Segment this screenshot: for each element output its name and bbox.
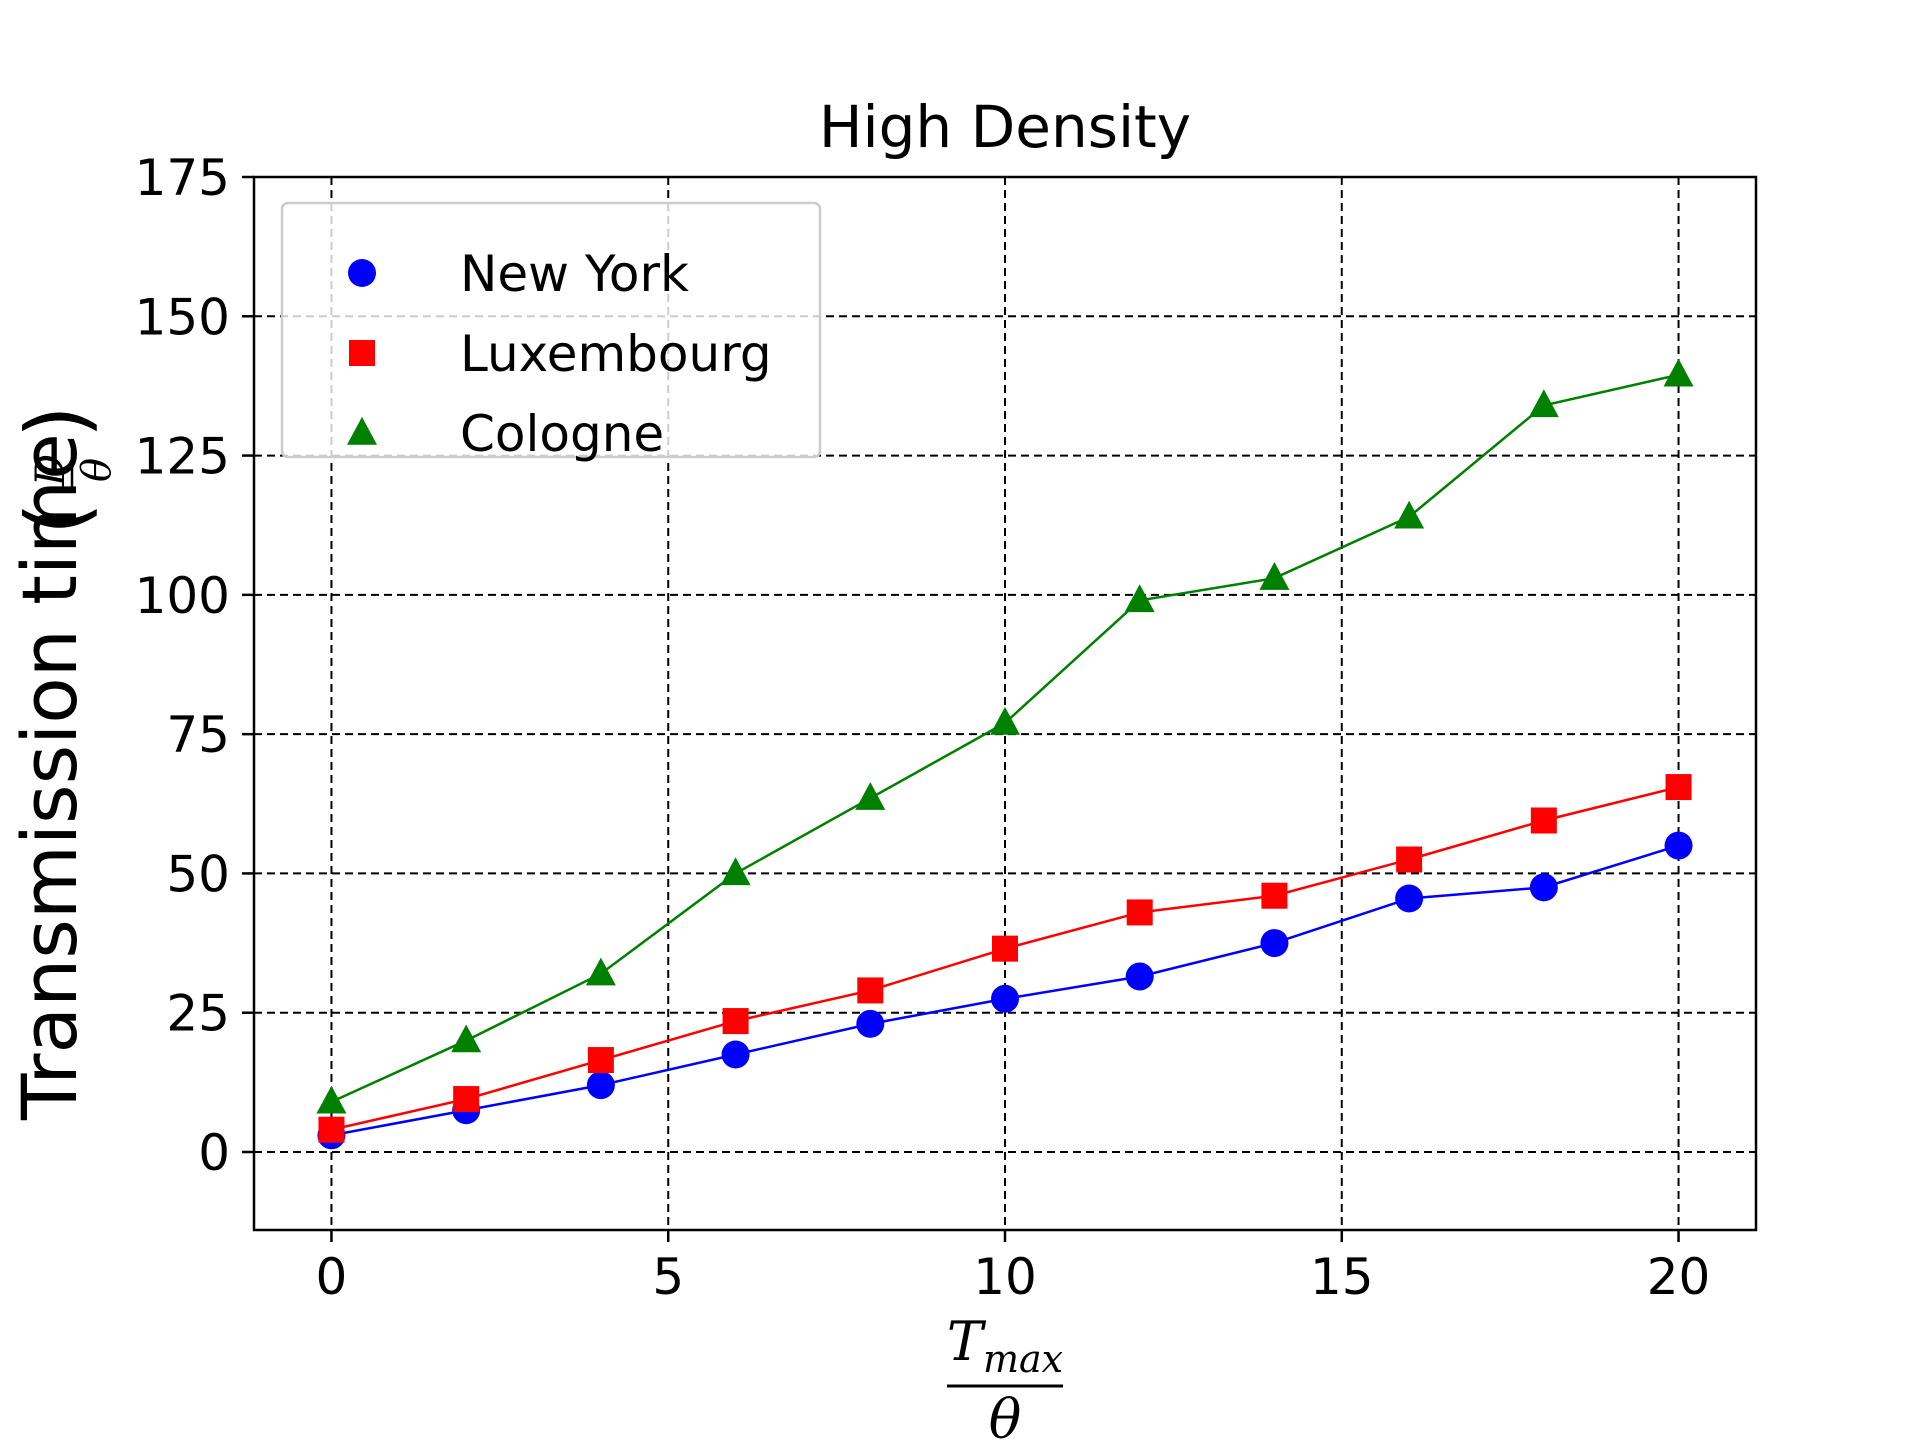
y-tick-label: 75 <box>166 706 230 764</box>
data-point-new-york <box>721 1040 750 1069</box>
x-axis-label: Tmax θ <box>947 1310 1063 1440</box>
y-axis-label-text: Transmission time <box>5 433 94 1121</box>
x-axis-label-numerator: Tmax <box>947 1310 1063 1381</box>
data-point-luxembourg <box>1665 774 1692 801</box>
legend-label-luxembourg: Luxembourg <box>460 325 772 383</box>
data-point-luxembourg <box>1261 882 1288 909</box>
data-point-luxembourg <box>857 977 884 1004</box>
y-tick-label: 0 <box>198 1124 230 1182</box>
y-axis-label: Transmission time ( D θ ) <box>5 405 120 1121</box>
axis-ticks: 0 5 10 15 20 0 25 50 75 100 125 150 175 <box>135 149 1711 1306</box>
y-axis-label-open-paren: ( <box>8 502 106 535</box>
data-point-luxembourg <box>453 1086 480 1113</box>
y-axis-label-close-paren: ) <box>8 405 106 438</box>
data-point-new-york <box>1395 884 1424 913</box>
data-point-new-york <box>1664 831 1693 860</box>
data-point-cologne <box>1663 358 1694 387</box>
chart-title: High Density <box>819 93 1191 161</box>
data-point-cologne <box>1259 562 1290 590</box>
data-point-luxembourg <box>318 1116 345 1143</box>
data-point-luxembourg <box>1530 807 1557 834</box>
data-point-luxembourg <box>722 1008 749 1035</box>
y-tick-label: 125 <box>135 428 230 486</box>
data-point-new-york <box>1260 929 1289 958</box>
series-cologne <box>316 358 1694 1114</box>
x-axis-label-subscript: max <box>983 1337 1063 1381</box>
x-tick-label: 0 <box>316 1248 348 1306</box>
data-point-luxembourg <box>1396 846 1423 873</box>
data-point-luxembourg <box>992 935 1018 962</box>
data-point-new-york <box>991 984 1019 1013</box>
series-layer <box>316 358 1694 1150</box>
x-axis-label-symbol: T <box>947 1310 987 1373</box>
legend: New York Luxembourg Cologne <box>280 201 822 463</box>
x-tick-label: 15 <box>1310 1248 1374 1306</box>
data-point-cologne <box>316 1085 347 1114</box>
series-luxembourg <box>318 774 1692 1143</box>
data-point-luxembourg <box>587 1047 614 1074</box>
x-tick-label: 20 <box>1647 1248 1711 1306</box>
data-point-cologne <box>451 1024 482 1053</box>
legend-box <box>280 201 822 459</box>
y-tick-label: 150 <box>135 288 230 346</box>
y-tick-label: 25 <box>166 985 230 1043</box>
y-tick-label: 50 <box>166 845 230 903</box>
x-axis-label-denominator: θ <box>989 1388 1022 1440</box>
data-point-cologne <box>1124 584 1155 613</box>
y-tick-label: 175 <box>135 149 230 207</box>
legend-label-new-york: New York <box>460 245 689 303</box>
x-tick-label: 5 <box>652 1248 684 1306</box>
y-axis-label-fraction-denominator: θ <box>74 458 120 482</box>
legend-marker-cologne <box>347 416 377 445</box>
data-point-cologne <box>1394 500 1425 529</box>
legend-marker-luxembourg <box>349 340 375 366</box>
x-tick-label: 10 <box>973 1248 1037 1306</box>
y-axis-label-fraction-numerator: D <box>28 454 74 487</box>
data-point-cologne <box>990 706 1020 735</box>
data-point-luxembourg <box>1126 899 1153 926</box>
data-point-new-york <box>1529 873 1558 902</box>
data-point-cologne <box>720 857 751 886</box>
data-point-cologne <box>585 957 616 986</box>
y-tick-label: 100 <box>135 567 230 625</box>
data-point-cologne <box>855 782 886 810</box>
legend-label-cologne: Cologne <box>460 405 664 463</box>
legend-marker-new-york <box>348 259 376 287</box>
data-point-new-york <box>856 1009 885 1038</box>
data-point-cologne <box>1528 389 1559 418</box>
data-point-new-york <box>586 1071 615 1100</box>
data-point-new-york <box>1125 962 1154 991</box>
